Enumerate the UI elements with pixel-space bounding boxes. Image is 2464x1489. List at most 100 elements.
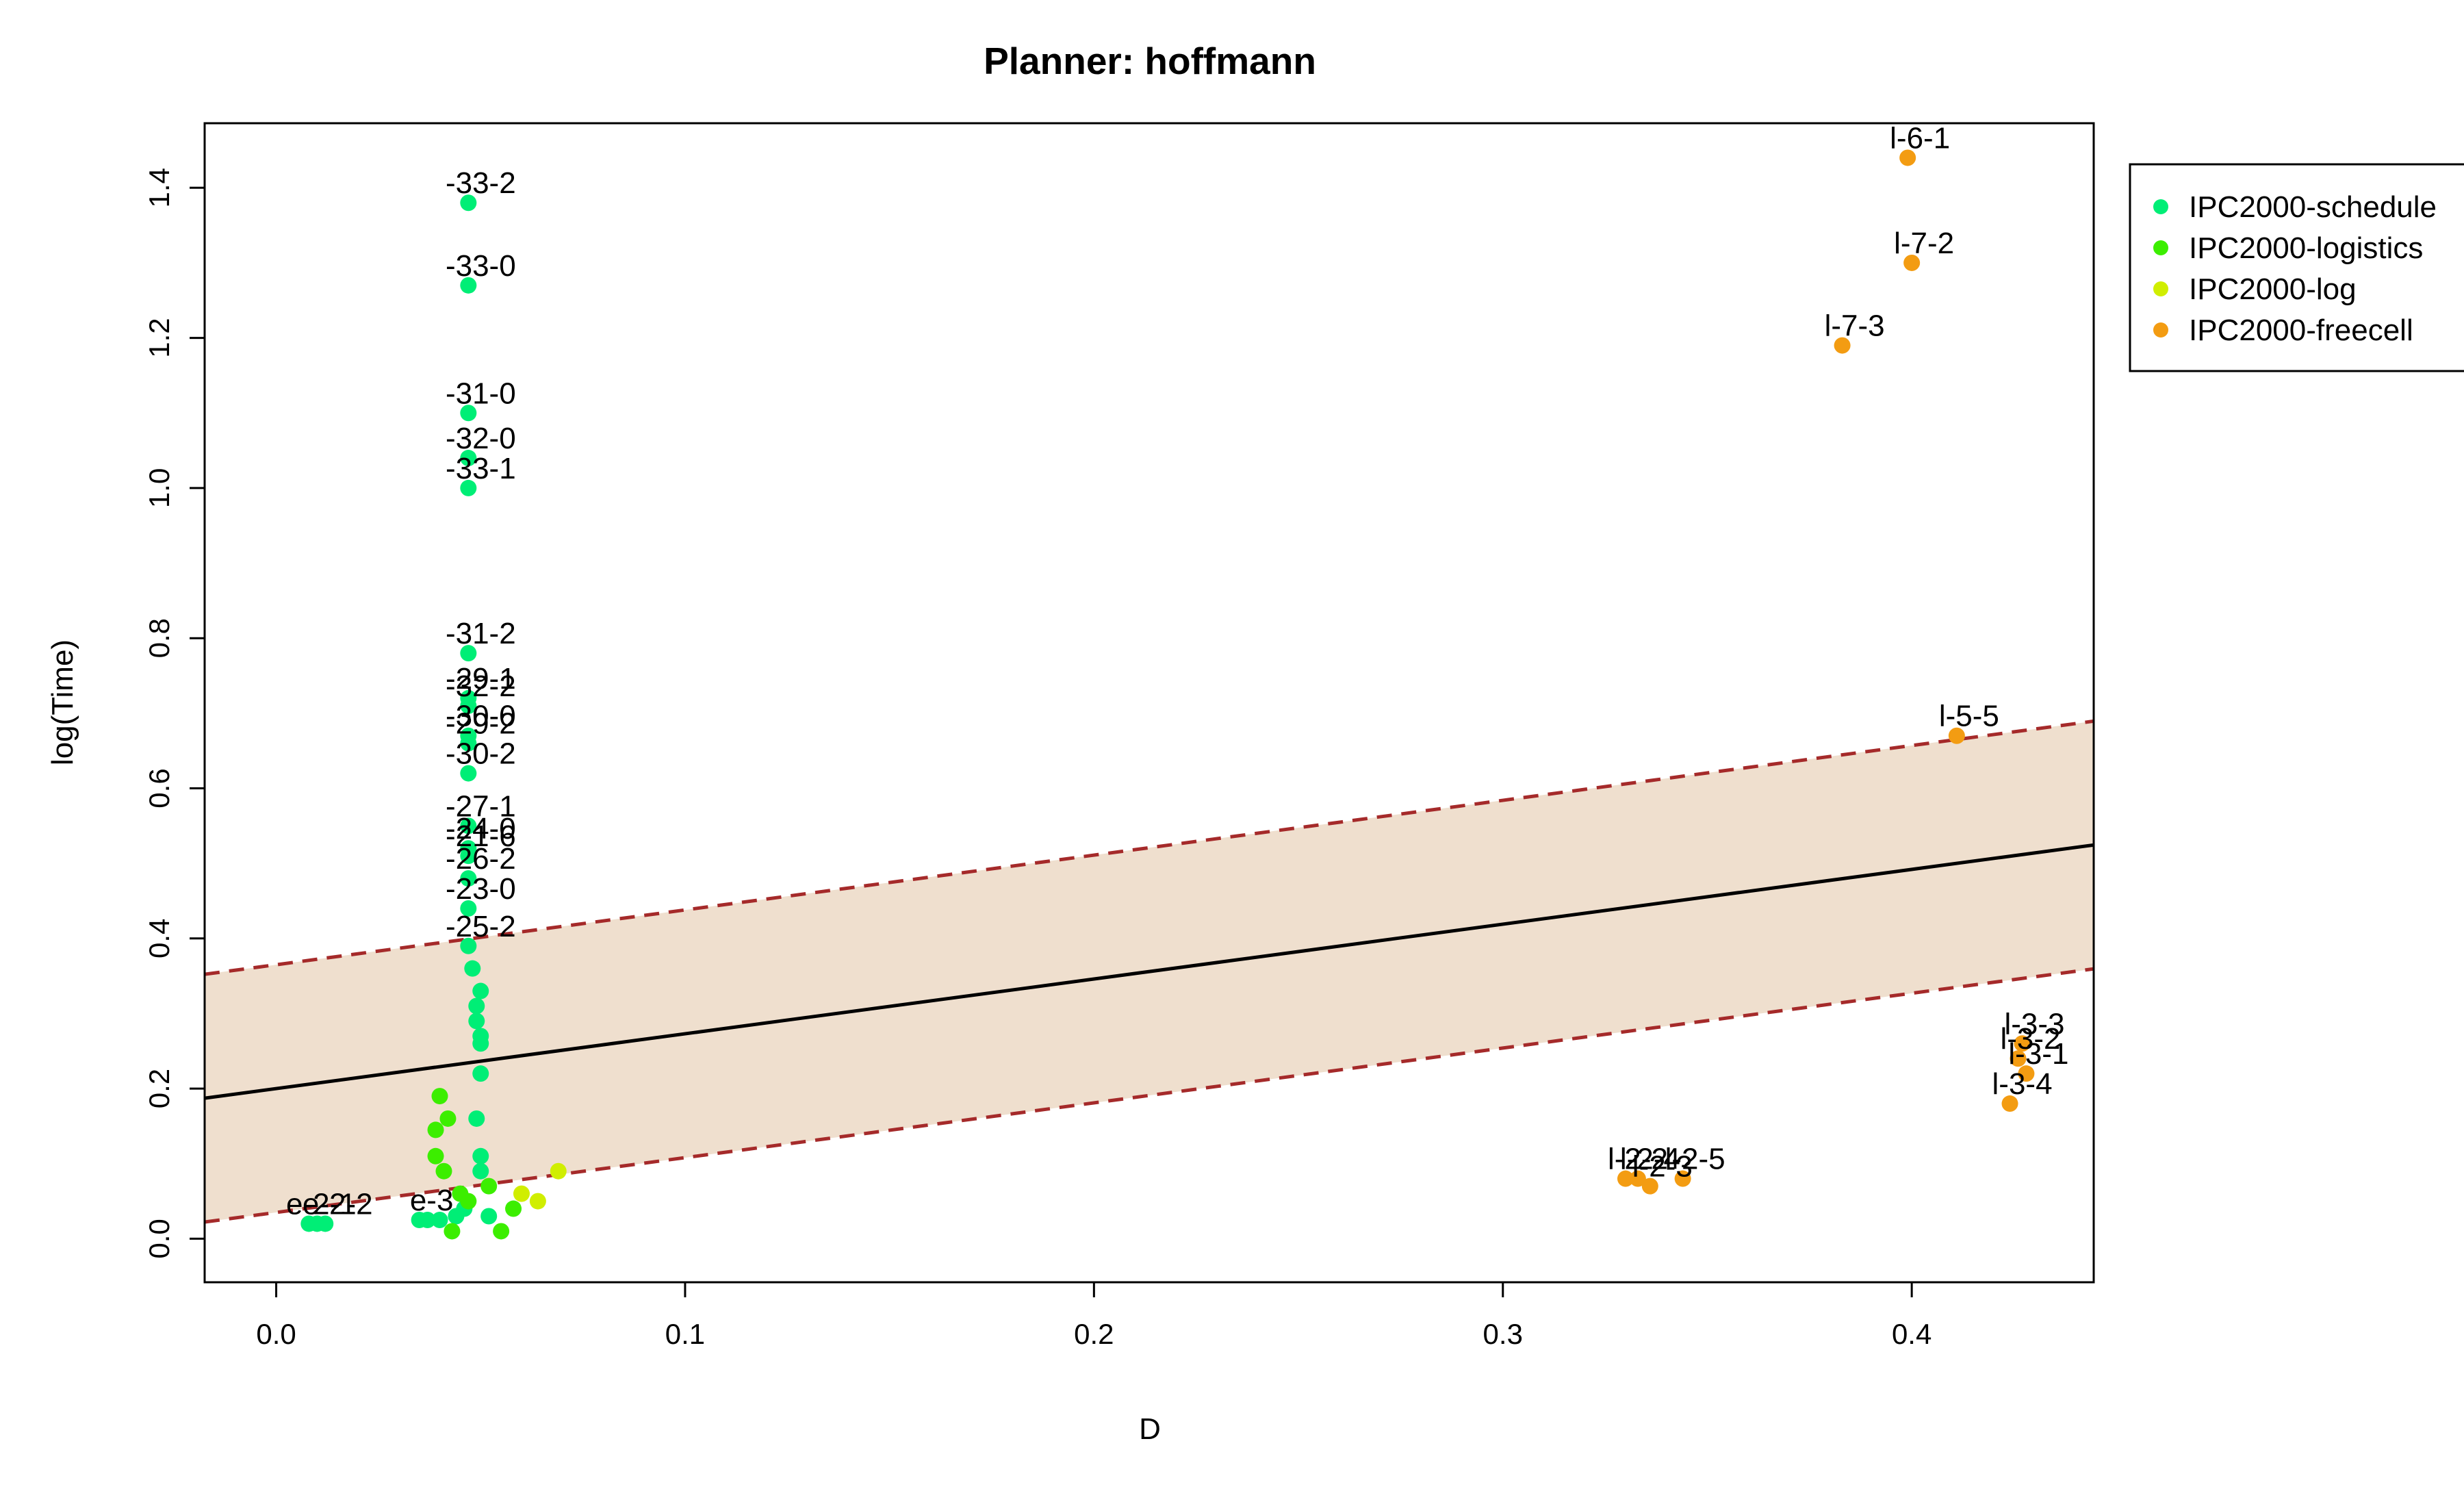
legend-label: IPC2000-logistics (2189, 231, 2423, 265)
data-point (480, 1178, 498, 1195)
x-tick-label: 0.4 (1892, 1318, 1932, 1350)
x-tick-label: 0.2 (1074, 1318, 1114, 1350)
legend: IPC2000-schedule IPC2000-logistics IPC2000… (2129, 163, 2464, 372)
point-label: l-2-3 (1632, 1150, 1693, 1184)
point-label: -21-6 (446, 819, 516, 853)
data-point (460, 405, 477, 422)
point-label: -29-2 (446, 707, 516, 741)
lower-band-line (205, 967, 2094, 1224)
point-label: l-3-4 (1992, 1067, 2053, 1101)
data-point (472, 1147, 489, 1165)
data-point (427, 1121, 444, 1138)
point-label: e-2-1 (286, 1187, 357, 1221)
y-tick-label: 1.2 (143, 318, 175, 357)
data-point (460, 937, 477, 954)
data-point (472, 1035, 489, 1052)
point-label: e-3 (410, 1184, 454, 1217)
data-point (468, 1013, 485, 1030)
chart-title: Planner: hoffmann (984, 40, 1316, 82)
legend-items: IPC2000-schedule IPC2000-logistics IPC2000… (2153, 190, 2437, 347)
point-label: -33-0 (446, 249, 516, 283)
point-label: -33-2 (446, 166, 516, 200)
y-tick-label: 0.8 (143, 618, 175, 658)
data-point (460, 645, 477, 662)
data-point (468, 997, 485, 1015)
point-label: l-3-3 (2004, 1007, 2064, 1041)
data-point (1948, 727, 1965, 744)
point-label: l-6-1 (1890, 121, 1950, 155)
confidence-band-layer (205, 719, 2094, 1224)
legend-label: IPC2000-log (2189, 272, 2357, 306)
data-point (460, 277, 477, 294)
data-point (529, 1193, 546, 1210)
point-label: l-2-2 (1608, 1143, 1668, 1176)
data-point (460, 817, 477, 835)
points-layer (300, 149, 2035, 1240)
data-point (460, 735, 477, 752)
data-point (472, 1065, 489, 1082)
data-point (472, 982, 489, 1000)
data-point (317, 1215, 334, 1232)
legend-label: IPC2000-freecell (2189, 314, 2413, 347)
point-label: l-3-1 (2008, 1037, 2068, 1071)
point-label: -31-0 (446, 377, 516, 410)
data-point (419, 1211, 436, 1228)
data-point (431, 1088, 448, 1105)
point-labels-layer: -33-2 -33-0 -31-0 -32-0-33-1 -31-2 -29-1-32-2… (286, 121, 2068, 1221)
data-point (1834, 337, 1851, 354)
data-point (460, 765, 477, 782)
data-point (2001, 1095, 2018, 1112)
data-point (460, 697, 477, 714)
point-label: -30-0 (446, 700, 516, 733)
point-label: -26-2 (446, 842, 516, 876)
data-point (493, 1223, 510, 1240)
y-tick-label: 0.0 (143, 1219, 175, 1258)
data-point (2014, 1035, 2031, 1052)
y-tick-label: 1.4 (143, 168, 175, 207)
point-label: l-3-2 (2000, 1022, 2060, 1056)
point-label: -25-2 (446, 910, 516, 943)
data-point (468, 1110, 485, 1127)
x-axis-label: D (1139, 1412, 1161, 1446)
y-tick-label: 0.4 (143, 919, 175, 958)
data-point (550, 1162, 567, 1180)
data-point (464, 960, 481, 977)
data-point (1641, 1178, 1658, 1195)
point-label: -23-0 (446, 872, 516, 906)
point-label: -27-1 (446, 789, 516, 823)
data-point (1617, 1170, 1634, 1187)
legend-marker (2153, 281, 2168, 296)
data-point (431, 1211, 448, 1228)
upper-band-line (205, 719, 2094, 976)
y-tick-label: 0.2 (143, 1069, 175, 1108)
legend-marker (2153, 199, 2168, 214)
data-point (460, 450, 477, 467)
point-label: -30-2 (446, 737, 516, 771)
y-tick-label: 0.6 (143, 768, 175, 808)
data-point (460, 848, 477, 865)
regression-line (205, 843, 2094, 1100)
point-label: -24-0 (446, 812, 516, 845)
point-label: -32-2 (446, 670, 516, 703)
x-tick-label: 0.0 (256, 1318, 296, 1350)
point-label: l-7-3 (1825, 309, 1885, 343)
legend-label: IPC2000-schedule (2189, 190, 2437, 224)
point-label: l-2-5 (1665, 1143, 1725, 1176)
y-axis-label: log(Time) (46, 639, 79, 765)
point-label: -31-2 (446, 617, 516, 650)
data-point (460, 194, 477, 212)
data-point (435, 1162, 452, 1180)
data-point (460, 479, 477, 496)
plot-frame (203, 122, 2095, 1284)
x-tick-label: 0.1 (665, 1318, 705, 1350)
data-point (505, 1200, 522, 1217)
data-point (444, 1223, 461, 1240)
data-point (1629, 1170, 1646, 1187)
data-point (1899, 149, 1916, 166)
point-label: -32-0 (446, 422, 516, 455)
data-point (1903, 254, 1921, 271)
legend-marker (2153, 240, 2168, 255)
point-label: l-7-2 (1894, 227, 1954, 260)
legend-box (2129, 163, 2464, 372)
point-label: -33-1 (446, 452, 516, 485)
